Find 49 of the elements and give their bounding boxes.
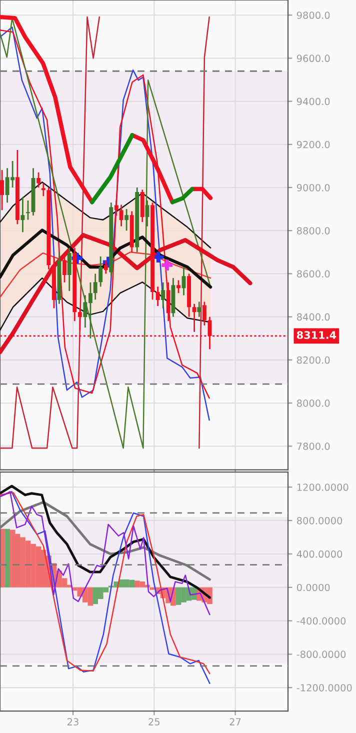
y-tick-label: 8800.0 <box>296 227 330 234</box>
candlestick <box>119 204 124 227</box>
y-tick-label: 0.0000 <box>296 584 330 592</box>
y-tick-label: 8600.0 <box>296 270 330 278</box>
candlestick <box>104 260 108 274</box>
y-tick-label: -800.0000 <box>296 650 346 658</box>
candlestick <box>192 303 196 333</box>
line-series <box>0 252 212 298</box>
y-tick-label: 7800.0 <box>297 442 330 450</box>
y-tick-label: 8400.0 <box>296 313 330 321</box>
y-tick-label: 400.0000 <box>296 550 342 558</box>
x-tick-label: 27 <box>230 718 241 726</box>
line-series <box>0 491 210 616</box>
candlestick <box>0 169 4 211</box>
y-tick-label: 9000.0 <box>296 184 330 192</box>
line-series <box>0 233 252 354</box>
line-series <box>0 484 211 599</box>
line-series <box>0 181 212 248</box>
candlestick <box>67 247 72 292</box>
candlestick <box>114 200 118 216</box>
y-tick-label: 1200.0000 <box>297 484 348 491</box>
candlestick <box>197 301 202 318</box>
y-tick-label: 9200.0 <box>296 140 330 148</box>
y-tick-label: 8200.0 <box>296 356 330 364</box>
y-tick-label: 9600.0 <box>296 54 330 62</box>
y-tick-label: -400.0000 <box>296 617 346 625</box>
y-tick-label: 800.0000 <box>296 516 342 524</box>
bar <box>4 528 10 588</box>
candlestick <box>166 282 170 322</box>
candlestick <box>176 279 180 294</box>
candlestick <box>36 172 41 188</box>
ref-line-label: 8311.4 <box>296 331 336 339</box>
candlestick <box>161 282 166 309</box>
y-tick-label: 9800.0 <box>296 12 330 19</box>
candlestick <box>20 196 25 233</box>
candlestick <box>124 208 129 232</box>
candlestick <box>62 254 66 284</box>
y-tick-label: -1200.0000 <box>296 684 352 692</box>
candlestick <box>41 182 46 197</box>
candlestick <box>78 308 82 331</box>
candlestick <box>156 286 160 307</box>
x-tick-label: 23 <box>68 718 78 726</box>
x-tick-label: 25 <box>148 718 160 726</box>
candlestick <box>93 273 98 300</box>
candlestick <box>98 256 103 288</box>
candlestick <box>202 301 206 326</box>
y-tick-label: 9400.0 <box>296 98 330 106</box>
candlestick <box>26 200 30 221</box>
y-tick-label: 8000.0 <box>296 400 330 407</box>
